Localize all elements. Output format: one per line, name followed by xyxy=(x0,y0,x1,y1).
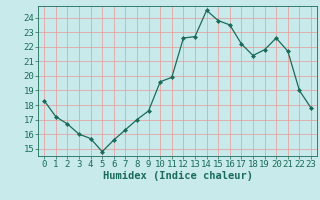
X-axis label: Humidex (Indice chaleur): Humidex (Indice chaleur) xyxy=(103,171,252,181)
